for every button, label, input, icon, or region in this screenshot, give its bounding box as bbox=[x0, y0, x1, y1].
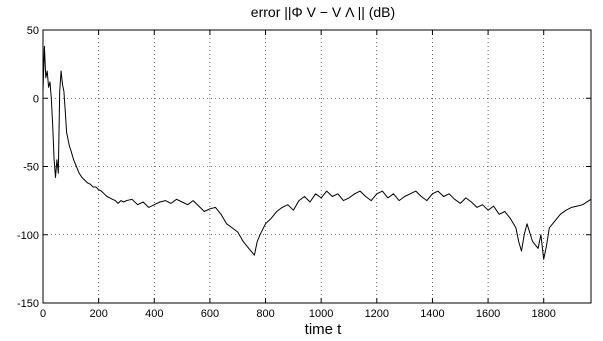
x-tick-label: 200 bbox=[89, 308, 107, 320]
x-tick-label: 1800 bbox=[531, 308, 555, 320]
x-tick-label: 1600 bbox=[476, 308, 500, 320]
x-tick-label: 800 bbox=[256, 308, 274, 320]
x-tick-label: 1400 bbox=[420, 308, 444, 320]
x-tick-label: 600 bbox=[201, 308, 219, 320]
y-tick-label: 50 bbox=[27, 25, 39, 37]
series-group bbox=[42, 45, 592, 260]
y-tick-label: -50 bbox=[23, 162, 39, 174]
x-axis-label: time t bbox=[305, 321, 343, 338]
y-tick-label: 0 bbox=[33, 93, 39, 105]
plot-area-frame bbox=[42, 29, 592, 304]
axis-ticks: 0 200 400 600 800 1000 1200 1400 1600 1800 50 0 -50 -… bbox=[17, 25, 591, 320]
x-tick-label: 400 bbox=[145, 308, 163, 320]
x-tick-label: 1200 bbox=[365, 308, 389, 320]
y-tick-label: -150 bbox=[17, 298, 39, 310]
series-line bbox=[42, 45, 592, 260]
grid bbox=[43, 30, 591, 303]
chart-title: error ||Φ V − V Λ || (dB) bbox=[251, 4, 395, 20]
y-tick-label: -100 bbox=[17, 230, 39, 242]
x-tick-label: 1000 bbox=[309, 308, 333, 320]
x-tick-label: 0 bbox=[40, 308, 46, 320]
